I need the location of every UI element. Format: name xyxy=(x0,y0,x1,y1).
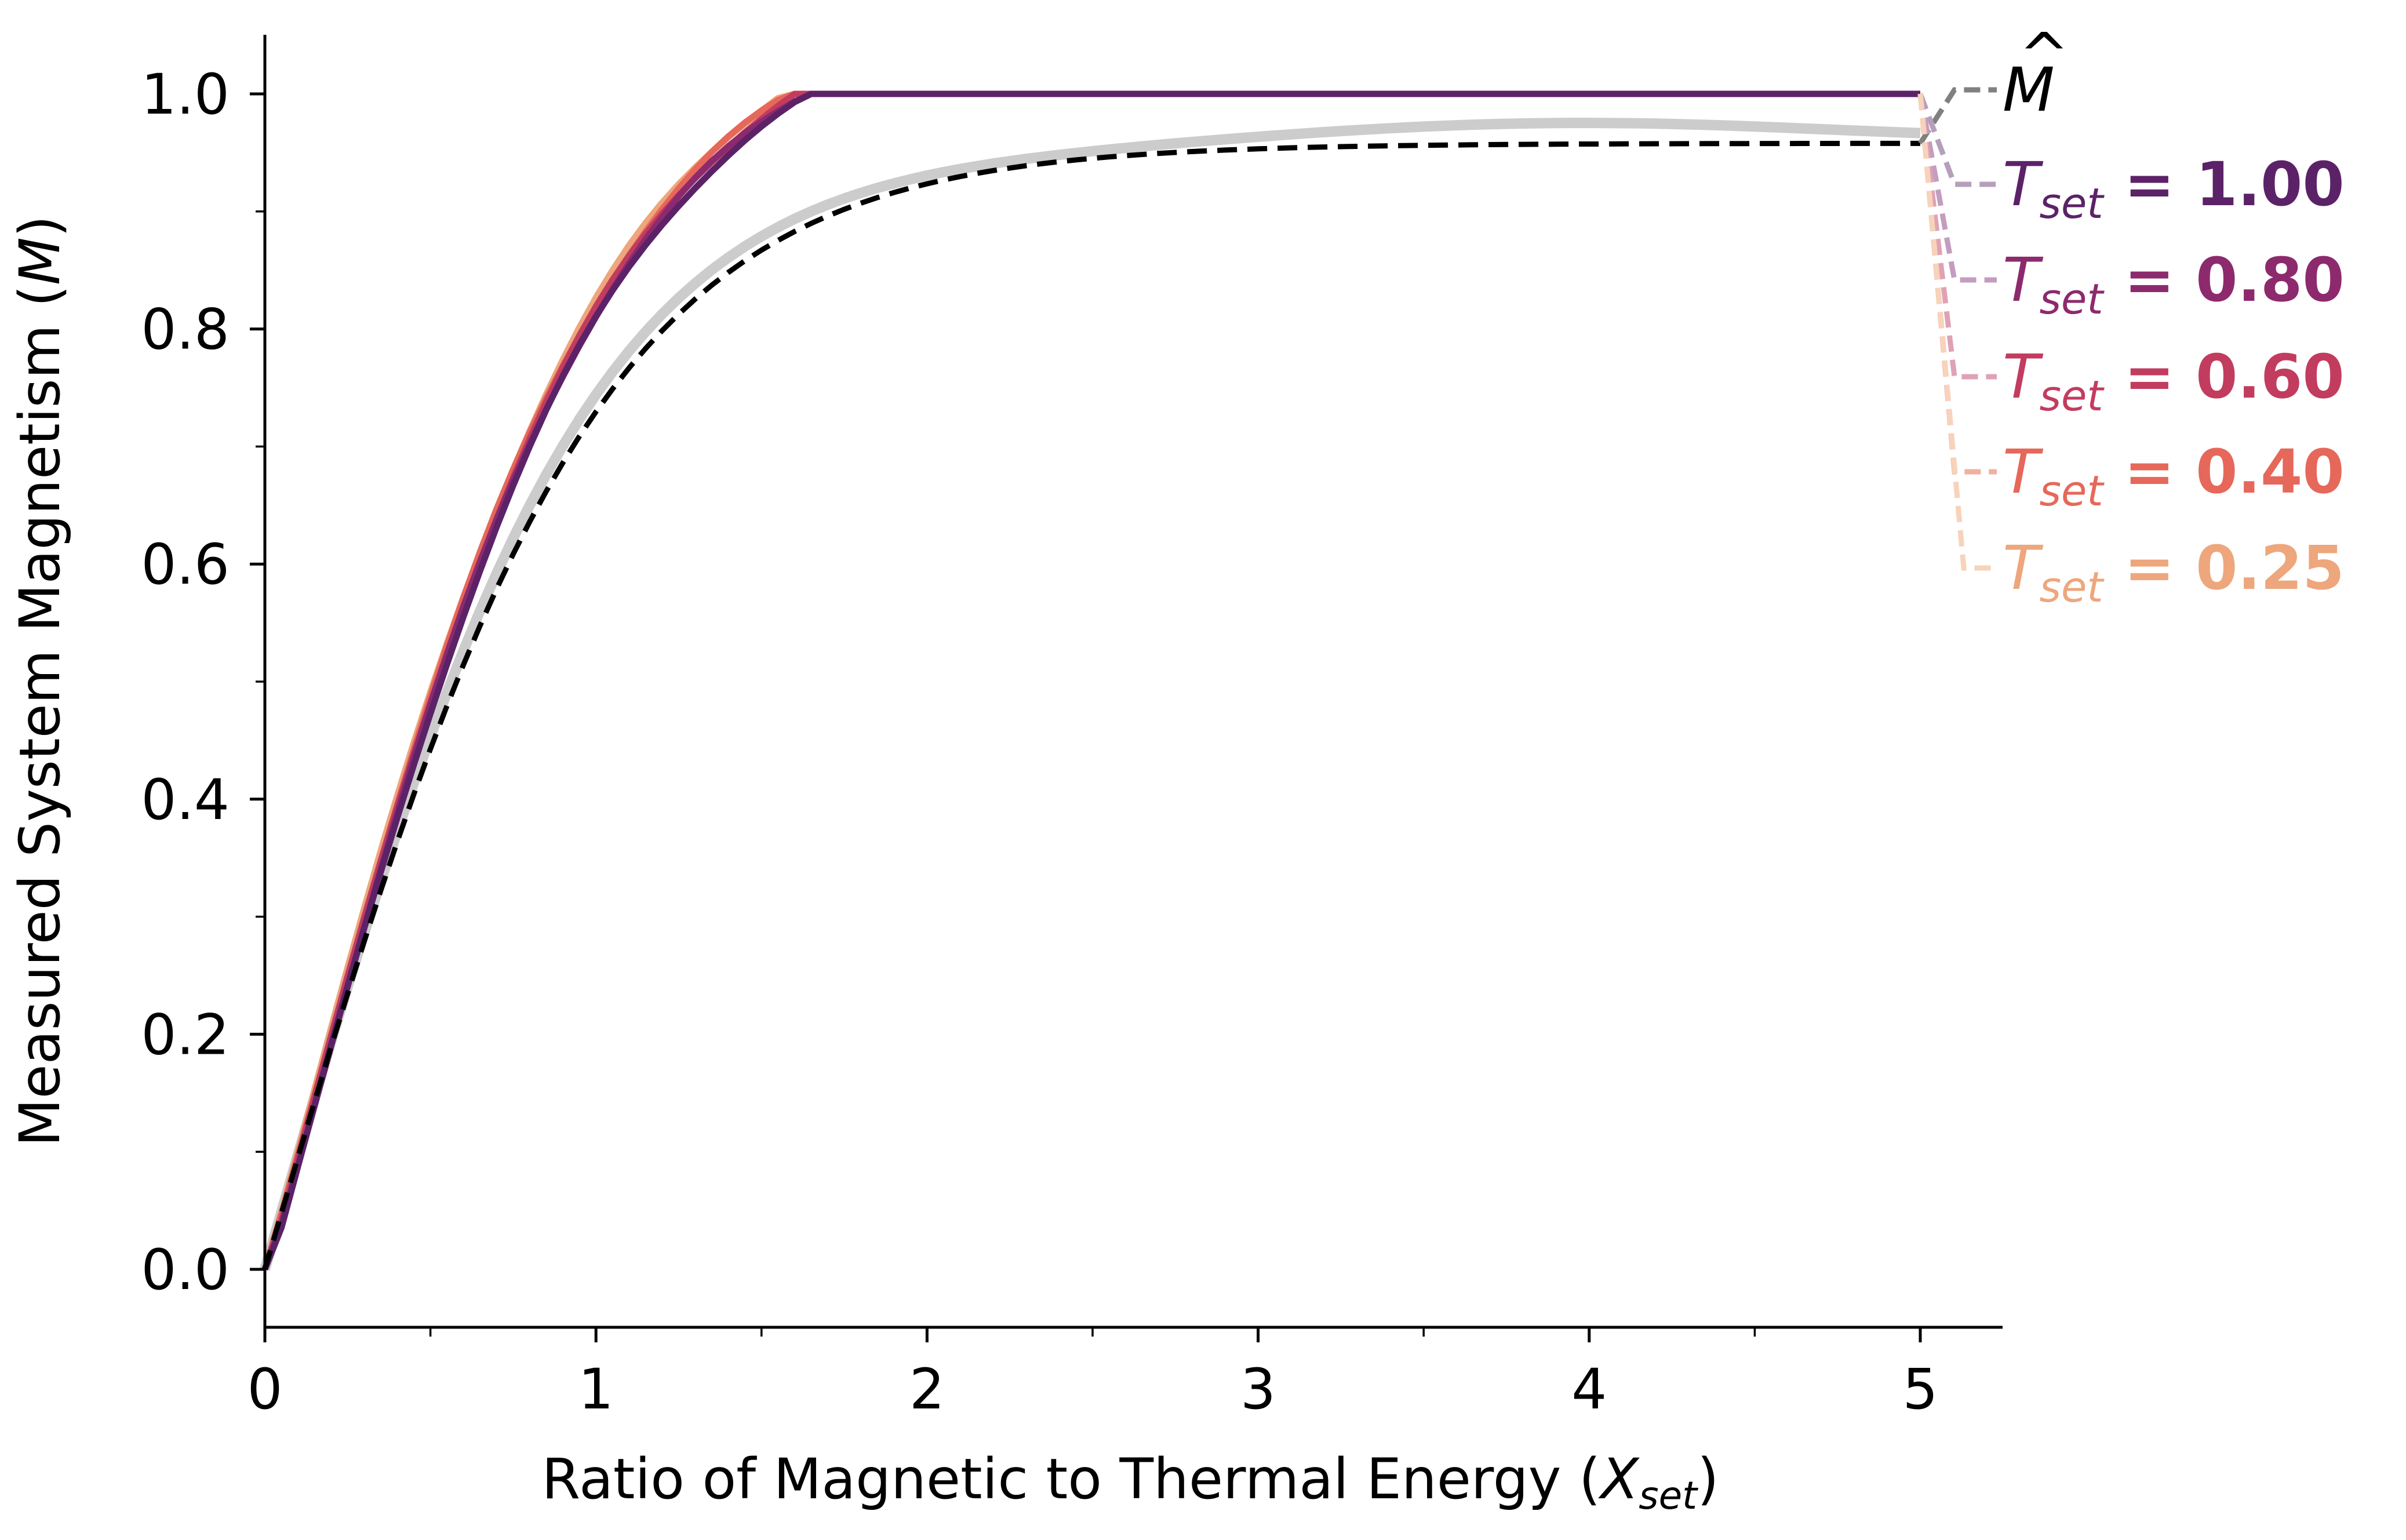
legend-leader-1.00 xyxy=(1917,93,1997,187)
legend-leader-0.80 xyxy=(1917,93,1997,283)
legend-label-1.00: Tset = 1.00 xyxy=(2003,149,2345,228)
background-band xyxy=(260,118,1921,1271)
legend-label-0.60: Tset = 0.60 xyxy=(2003,341,2345,420)
legend-label-theory-hat: ^ xyxy=(2019,20,2069,90)
series-line-0.60 xyxy=(261,90,1920,1270)
y-tick-label-1: 0.2 xyxy=(141,1002,230,1067)
legend-layer: M^ Tset = 1.00 Tset = 0.80 Tset = 0.60 Tset … xyxy=(1917,20,2345,611)
series-line-0.40 xyxy=(261,90,1920,1270)
x-axis-label: Ratio of Magnetic to Thermal Energy (Xse… xyxy=(541,1447,1719,1518)
theory-layer xyxy=(262,140,1920,1270)
theory-line xyxy=(262,140,1920,1270)
series-layer xyxy=(260,90,1921,1271)
x-tick-label-0: 0 xyxy=(247,1357,282,1422)
x-tick-label-2: 2 xyxy=(909,1357,945,1422)
y-tick-label-4: 0.8 xyxy=(141,297,230,362)
theory-leader xyxy=(1918,87,1997,145)
legend-label-0.80: Tset = 0.80 xyxy=(2003,245,2345,323)
series-line-1.00 xyxy=(261,90,1920,1271)
x-tick-label-5: 5 xyxy=(1902,1357,1938,1422)
series-line-0.80 xyxy=(261,90,1920,1270)
legend-label-0.25: Tset = 0.25 xyxy=(2003,533,2345,611)
x-tick-label-1: 1 xyxy=(578,1357,614,1422)
x-tick-label-4: 4 xyxy=(1571,1357,1607,1422)
y-tick-label-5: 1.0 xyxy=(141,62,230,127)
y-tick-label-2: 0.4 xyxy=(141,767,230,832)
x-tick-label-3: 3 xyxy=(1240,1357,1276,1422)
legend-label-theory: M xyxy=(2003,54,2055,125)
axes-layer xyxy=(263,35,2003,1329)
y-axis-label: Measured System Magnetism (M) xyxy=(8,216,72,1147)
legend-leader-0.60 xyxy=(1917,93,1997,380)
y-tick-label-0: 0.0 xyxy=(141,1237,230,1302)
series-line-0.25 xyxy=(261,90,1920,1270)
legend-leader-0.25 xyxy=(1917,93,1997,571)
y-tick-label-3: 0.6 xyxy=(141,532,230,597)
ticks-layer: 0 1 2 3 4 5 0.0 0.2 0.4 0.6 0.8 1.0 xyxy=(141,62,1938,1422)
legend-label-0.40: Tset = 0.40 xyxy=(2003,436,2345,515)
